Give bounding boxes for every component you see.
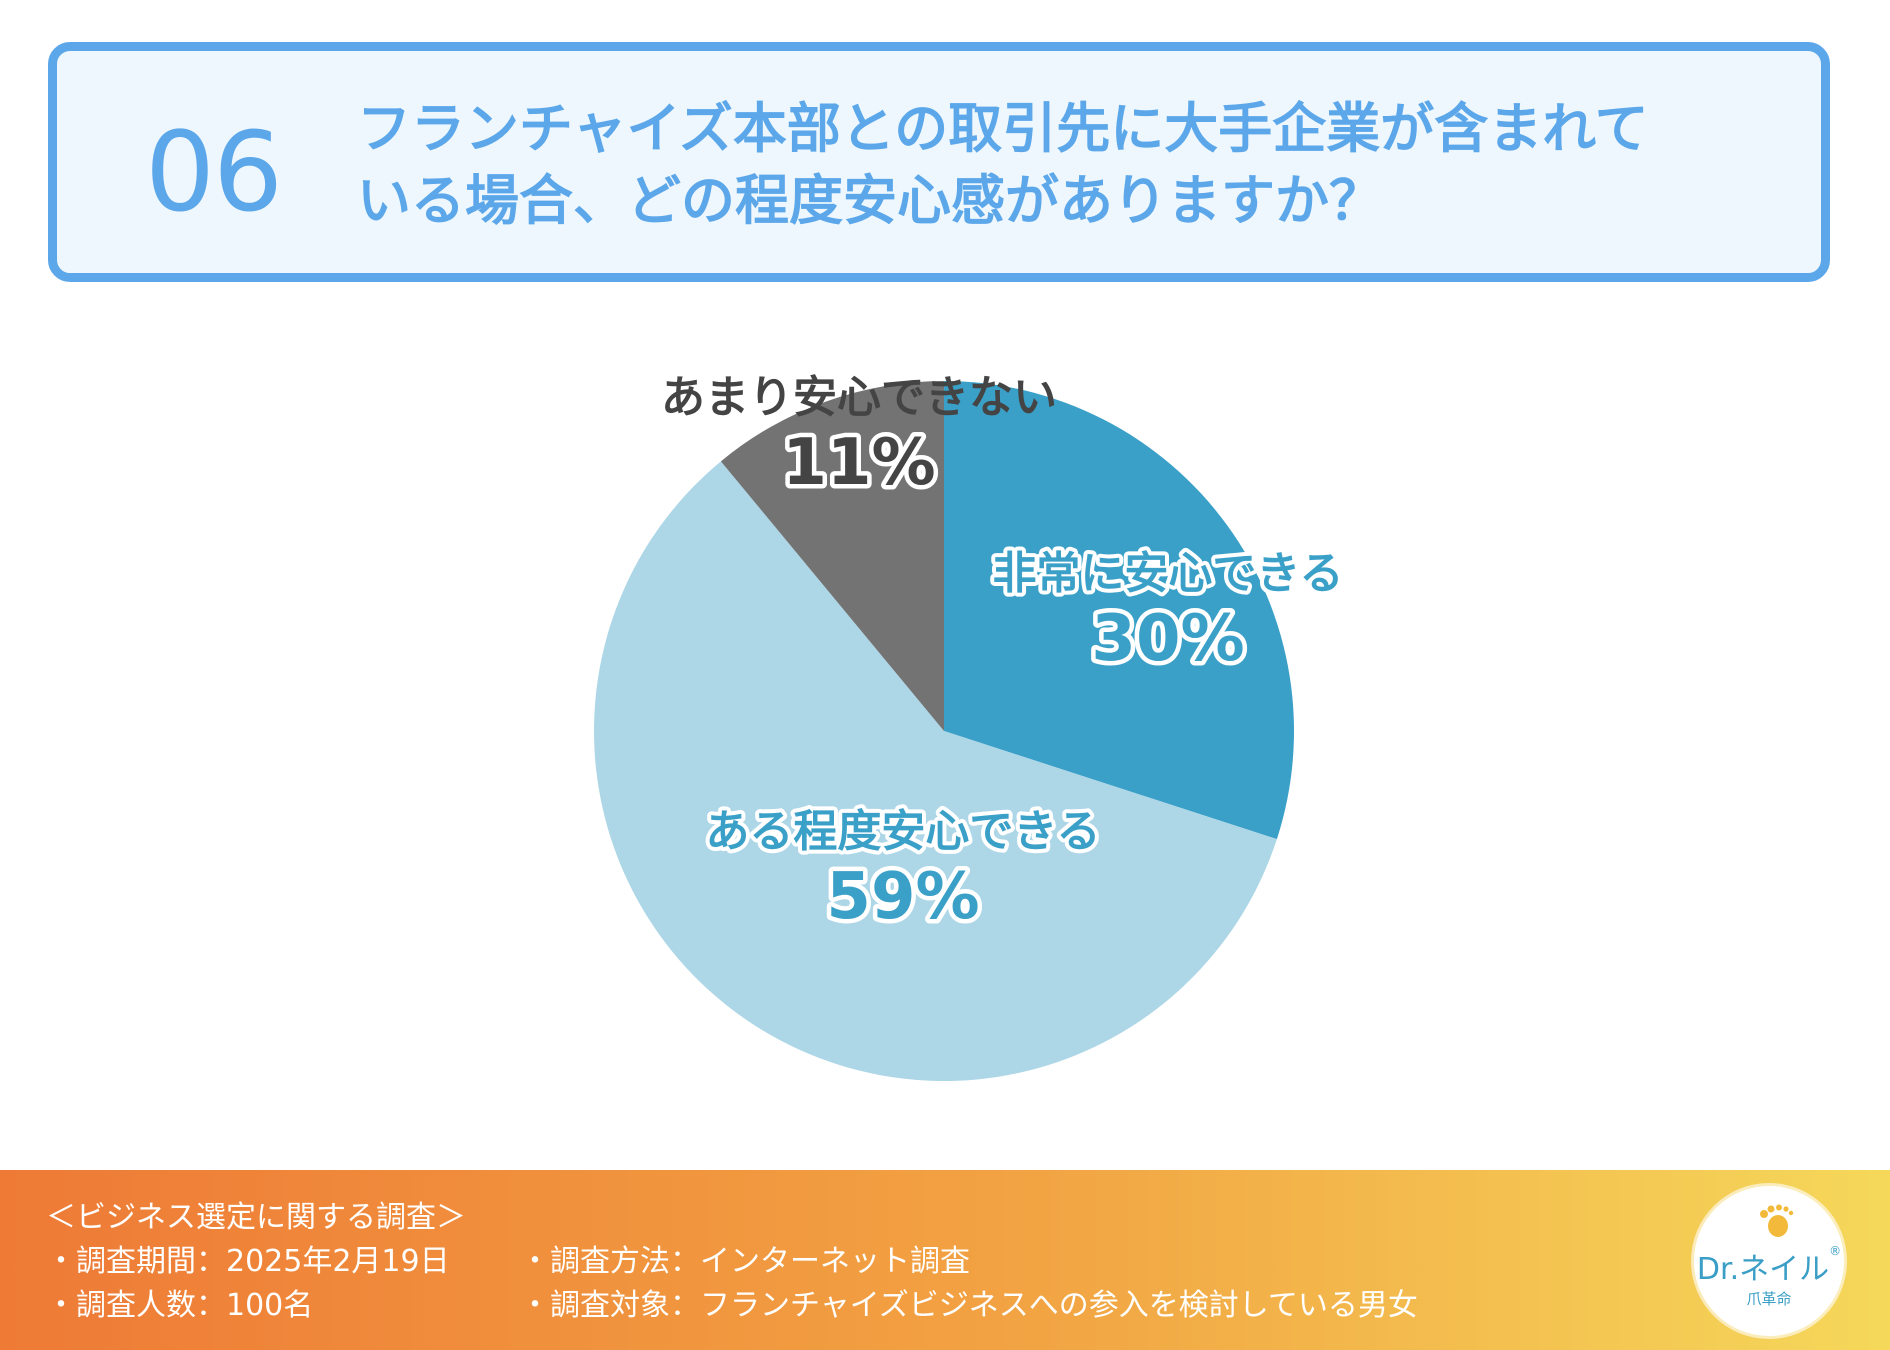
question-text: フランチャイズ本部との取引先に大手企業が含まれて いる場合、どの程度安心感があり… [357,93,1817,237]
question-box: 06 フランチャイズ本部との取引先に大手企業が含まれて いる場合、どの程度安心感… [48,42,1830,282]
logo-registered: ® [1829,1244,1842,1258]
logo-sub: 爪革命 [1746,1290,1792,1308]
logo-name: Dr.ネイル® [1694,1244,1844,1288]
pie-slice [944,381,1294,840]
question-number: 06 [145,108,283,236]
survey-title: ＜ビジネス選定に関する調査＞ [46,1200,466,1235]
brand-logo: Dr.ネイル® 爪革命 [1694,1186,1844,1336]
logo-name-text: Dr.ネイル [1696,1252,1830,1287]
slice-category-label: 非常に安心できる [992,548,1343,599]
survey-period: ・調査期間：2025年2月19日 [46,1244,450,1279]
slice-category-label: ある程度安心できる [705,806,1100,857]
foot-icon [1760,1204,1794,1237]
slice-category-label: あまり安心できない [661,372,1057,423]
footer: ＜ビジネス選定に関する調査＞ ・調査期間：2025年2月19日 ・調査方法：イン… [0,1170,1890,1350]
question-line-2: いる場合、どの程度安心感がありますか？ [357,169,1383,232]
pie-slice [720,381,944,731]
survey-method: ・調査方法：インターネット調査 [520,1244,970,1279]
survey-target: ・調査対象：フランチャイズビジネスへの参入を検討している男女 [520,1288,1418,1323]
pie-slice [593,461,1277,1082]
survey-count: ・調査人数：100名 [46,1288,314,1323]
question-line-1: フランチャイズ本部との取引先に大手企業が含まれて [357,97,1649,160]
slice-percent-label: 11% [782,426,935,500]
slice-percent-label: 30% [1091,602,1244,676]
slice-percent-label: 59% [826,860,979,934]
